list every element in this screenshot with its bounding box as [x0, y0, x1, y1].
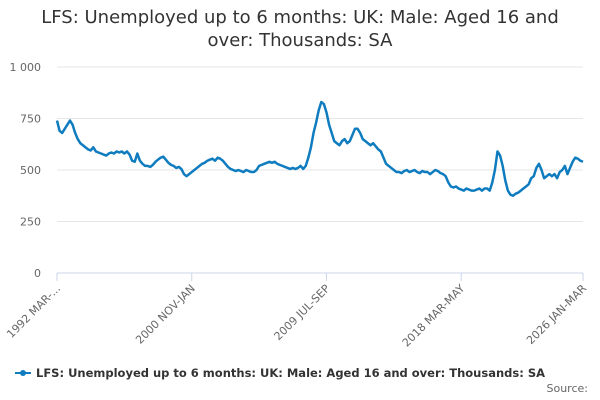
legend-marker	[20, 370, 26, 376]
y-tick-label: 1 000	[10, 61, 42, 74]
y-tick-label: 0	[34, 267, 41, 280]
source: Source:	[547, 382, 589, 395]
x-tick-label: 1992 MAR-...	[4, 282, 63, 341]
legend-label: LFS: Unemployed up to 6 months: UK: Male…	[36, 366, 545, 380]
y-tick-label: 750	[20, 113, 41, 126]
y-tick-label: 500	[20, 164, 41, 177]
x-tick-label: 2000 NOV-JAN	[133, 282, 198, 347]
series-line	[55, 100, 584, 197]
x-tick-label: 2009 JUL-SEP	[272, 282, 333, 343]
x-tick-label: 2026 JAN-MAR	[524, 282, 589, 347]
y-tick-label: 250	[20, 216, 41, 229]
chart-title: LFS: Unemployed up to 6 months: UK: Male…	[41, 7, 559, 51]
x-tick-label: 2018 MAR-MAY	[400, 282, 468, 350]
